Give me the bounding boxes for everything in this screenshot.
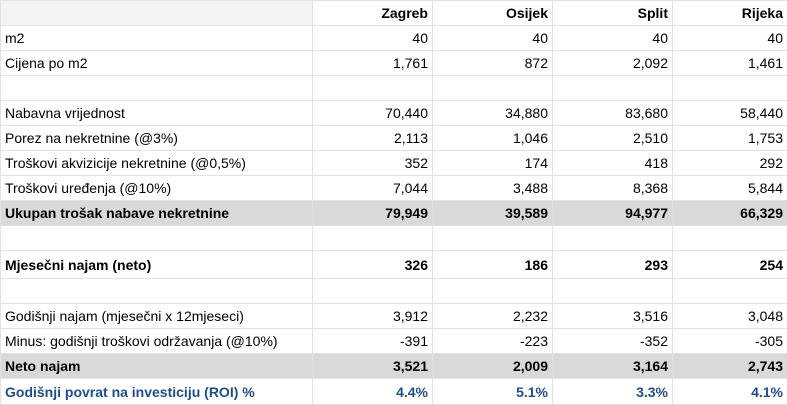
row-label[interactable]: Cijena po m2	[1, 51, 313, 76]
cell[interactable]	[433, 76, 553, 101]
cell[interactable]: 58,440	[673, 101, 787, 126]
cell[interactable]: 1,046	[433, 126, 553, 151]
cell[interactable]: 326	[313, 251, 433, 279]
cell[interactable]: 254	[673, 251, 787, 279]
row-label[interactable]	[1, 279, 313, 304]
cell[interactable]: 352	[313, 151, 433, 176]
cell[interactable]	[313, 226, 433, 251]
table-row-total-cost: Ukupan trošak nabave nekretnine 79,949 3…	[1, 201, 787, 226]
cell[interactable]: 2,092	[553, 51, 673, 76]
cell[interactable]: 2,743	[673, 354, 787, 379]
cell[interactable]: 293	[553, 251, 673, 279]
cell[interactable]: 66,329	[673, 201, 787, 226]
cell[interactable]: 7,044	[313, 176, 433, 201]
table-row-renovation-costs: Troškovi uređenja (@10%) 7,044 3,488 8,3…	[1, 176, 787, 201]
cell[interactable]: -223	[433, 329, 553, 354]
cell[interactable]: 174	[433, 151, 553, 176]
header-split[interactable]: Split	[553, 1, 673, 26]
cell[interactable]: -391	[313, 329, 433, 354]
row-label[interactable]: m2	[1, 26, 313, 51]
cell[interactable]: 83,680	[553, 101, 673, 126]
table-row-roi: Godišnji povrat na investiciju (ROI) % 4…	[1, 379, 787, 405]
cell[interactable]: 4.1%	[673, 379, 787, 405]
cell[interactable]	[673, 76, 787, 101]
header-corner-cell[interactable]	[1, 1, 313, 26]
cell[interactable]: 186	[433, 251, 553, 279]
cell[interactable]: 3,164	[553, 354, 673, 379]
cell[interactable]	[553, 226, 673, 251]
cell[interactable]: 2,232	[433, 304, 553, 329]
table-row-net-rent: Neto najam 3,521 2,009 3,164 2,743	[1, 354, 787, 379]
cell[interactable]: 40	[553, 26, 673, 51]
cell[interactable]	[673, 279, 787, 304]
row-label[interactable]: Godišnji najam (mjesečni x 12mjeseci)	[1, 304, 313, 329]
cell[interactable]: 5,844	[673, 176, 787, 201]
table-row-purchase-value: Nabavna vrijednost 70,440 34,880 83,680 …	[1, 101, 787, 126]
cell[interactable]: 79,949	[313, 201, 433, 226]
cell[interactable]: 4.4%	[313, 379, 433, 405]
cell[interactable]: 3.3%	[553, 379, 673, 405]
table-row-blank	[1, 226, 787, 251]
cell[interactable]: 418	[553, 151, 673, 176]
cell[interactable]: 34,880	[433, 101, 553, 126]
cell[interactable]: 5.1%	[433, 379, 553, 405]
cell[interactable]	[673, 226, 787, 251]
cell[interactable]: 2,113	[313, 126, 433, 151]
cell[interactable]	[433, 279, 553, 304]
row-label[interactable]: Neto najam	[1, 354, 313, 379]
cell[interactable]: 1,461	[673, 51, 787, 76]
cell[interactable]: 3,048	[673, 304, 787, 329]
row-label[interactable]	[1, 76, 313, 101]
table-row-acquisition-costs: Troškovi akvizicije nekretnine (@0,5%) 3…	[1, 151, 787, 176]
row-label[interactable]: Troškovi uređenja (@10%)	[1, 176, 313, 201]
header-osijek[interactable]: Osijek	[433, 1, 553, 26]
cell[interactable]: 40	[433, 26, 553, 51]
cell[interactable]	[553, 76, 673, 101]
header-zagreb[interactable]: Zagreb	[313, 1, 433, 26]
row-label[interactable]: Godišnji povrat na investiciju (ROI) %	[1, 379, 313, 405]
cell[interactable]	[553, 279, 673, 304]
row-label[interactable]	[1, 226, 313, 251]
table-row-blank	[1, 279, 787, 304]
cell[interactable]: 2,009	[433, 354, 553, 379]
row-label[interactable]: Ukupan trošak nabave nekretnine	[1, 201, 313, 226]
cell[interactable]: -352	[553, 329, 673, 354]
cell[interactable]: 8,368	[553, 176, 673, 201]
table-row-monthly-rent: Mjesečni najam (neto) 326 186 293 254	[1, 251, 787, 279]
table-row-price-per-m2: Cijena po m2 1,761 872 2,092 1,461	[1, 51, 787, 76]
cell[interactable]	[433, 226, 553, 251]
table-row-annual-rent: Godišnji najam (mjesečni x 12mjeseci) 3,…	[1, 304, 787, 329]
row-label[interactable]: Mjesečni najam (neto)	[1, 251, 313, 279]
cell[interactable]: 292	[673, 151, 787, 176]
table-row-property-tax: Porez na nekretnine (@3%) 2,113 1,046 2,…	[1, 126, 787, 151]
cell[interactable]: 40	[673, 26, 787, 51]
cell[interactable]	[313, 279, 433, 304]
row-label[interactable]: Nabavna vrijednost	[1, 101, 313, 126]
cell[interactable]: 1,761	[313, 51, 433, 76]
cell[interactable]: 3,521	[313, 354, 433, 379]
header-row: Zagreb Osijek Split Rijeka	[1, 1, 787, 26]
cell[interactable]: 94,977	[553, 201, 673, 226]
cell[interactable]: 40	[313, 26, 433, 51]
cell[interactable]: 3,488	[433, 176, 553, 201]
row-label[interactable]: Minus: godišnji troškovi održavanja (@10…	[1, 329, 313, 354]
cell[interactable]: 39,589	[433, 201, 553, 226]
table-row-maintenance-costs: Minus: godišnji troškovi održavanja (@10…	[1, 329, 787, 354]
header-rijeka[interactable]: Rijeka	[673, 1, 787, 26]
cell[interactable]: -305	[673, 329, 787, 354]
cell[interactable]: 70,440	[313, 101, 433, 126]
row-label[interactable]: Porez na nekretnine (@3%)	[1, 126, 313, 151]
cell[interactable]	[313, 76, 433, 101]
table-row-blank	[1, 76, 787, 101]
cell[interactable]: 872	[433, 51, 553, 76]
cell[interactable]: 3,912	[313, 304, 433, 329]
cell[interactable]: 3,516	[553, 304, 673, 329]
row-label[interactable]: Troškovi akvizicije nekretnine (@0,5%)	[1, 151, 313, 176]
table-row-m2: m2 40 40 40 40	[1, 26, 787, 51]
cell[interactable]: 1,753	[673, 126, 787, 151]
cell[interactable]: 2,510	[553, 126, 673, 151]
